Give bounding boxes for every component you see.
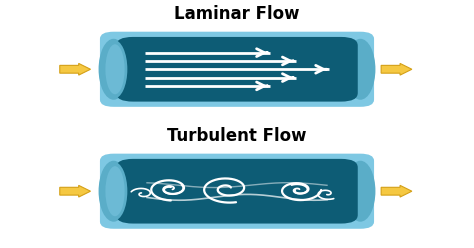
Ellipse shape [99,39,129,100]
Ellipse shape [345,161,375,222]
FancyArrow shape [381,63,412,75]
FancyArrow shape [60,185,91,197]
Ellipse shape [105,44,125,94]
FancyBboxPatch shape [116,159,358,223]
FancyBboxPatch shape [100,154,374,229]
Ellipse shape [345,39,375,100]
FancyArrow shape [381,185,412,197]
Ellipse shape [99,161,129,222]
Ellipse shape [100,40,128,99]
Text: Laminar Flow: Laminar Flow [174,5,300,23]
Ellipse shape [100,162,128,221]
FancyBboxPatch shape [116,37,358,102]
Ellipse shape [105,166,125,216]
Text: Turbulent Flow: Turbulent Flow [167,127,307,145]
FancyBboxPatch shape [100,32,374,107]
FancyArrow shape [60,63,91,75]
